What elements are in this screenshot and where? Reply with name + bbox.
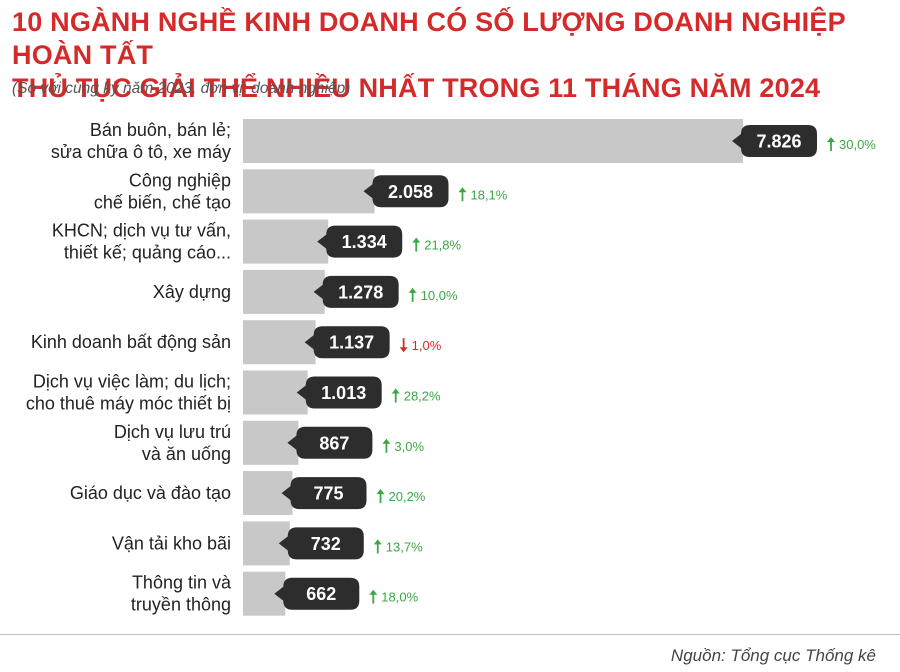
change-arrow-part — [376, 489, 385, 495]
category-label: Dịch vụ lưu trú và ăn uống — [114, 422, 231, 464]
value-label: 1.334 — [342, 232, 387, 252]
value-label-bubble — [281, 477, 367, 510]
change-arrow-part — [369, 589, 378, 595]
value-label-bubble — [732, 125, 817, 157]
footer-divider — [0, 634, 900, 635]
change-percent: 13,7% — [386, 539, 423, 554]
up-arrow-icon — [369, 589, 378, 604]
category-label: Dịch vụ việc làm; du lịch; cho thuê máy m… — [26, 372, 231, 414]
category-label: Giáo dục và đào tạo — [70, 483, 231, 503]
change-percent: 28,2% — [404, 389, 441, 404]
value-label-bubble — [278, 527, 364, 560]
chart-subtitle: (So với cùng kỳ năm 2023, đơn vị: doanh … — [12, 80, 351, 97]
category-label-line: Công nghiệp — [129, 170, 231, 190]
change-arrow-part — [373, 539, 382, 545]
category-label: Bán buôn, bán lẻ; sửa chữa ô tô, xe máy — [51, 120, 231, 162]
change-percent: 20,2% — [389, 489, 426, 504]
chart-title: 10 NGÀNH NGHỀ KINH DOANH CÓ SỐ LƯỢNG DOA… — [12, 6, 892, 105]
up-arrow-icon — [382, 438, 391, 453]
category-label-line: Vận tải kho bãi — [112, 533, 231, 553]
change-percent: 18,0% — [381, 590, 418, 605]
change-arrow-part — [399, 347, 408, 353]
up-arrow-icon — [376, 489, 385, 504]
category-label: Công nghiệp chế biến, chế tạo — [94, 170, 231, 212]
category-label-line: Thông tin và — [132, 573, 232, 593]
change-arrow-part — [391, 388, 400, 394]
bar — [243, 119, 743, 163]
value-label: 775 — [313, 484, 343, 504]
up-arrow-icon — [827, 137, 835, 151]
category-label-line: Kinh doanh bất động sản — [31, 332, 231, 352]
change-percent: 30,0% — [839, 137, 876, 152]
bar-chart: Bán buôn, bán lẻ; sửa chữa ô tô, xe máy 7.… — [26, 119, 876, 616]
category-label-line: cho thuê máy móc thiết bị — [26, 394, 231, 414]
value-label: 732 — [311, 534, 341, 554]
category-label-line: Dịch vụ lưu trú — [114, 422, 231, 442]
category-label-line: Xây dựng — [153, 282, 231, 302]
change-arrow-part — [408, 287, 417, 293]
up-arrow-icon — [458, 187, 467, 202]
change-arrow-part — [412, 237, 421, 243]
down-arrow-icon — [399, 338, 408, 353]
bar — [243, 269, 325, 314]
value-label-bubble — [304, 326, 390, 359]
value-label-bubble — [317, 225, 403, 258]
change-arrow-part — [827, 137, 835, 142]
category-label: Vận tải kho bãi — [112, 533, 231, 553]
bar — [243, 169, 375, 214]
up-arrow-icon — [373, 539, 382, 554]
up-arrow-icon — [412, 237, 421, 252]
chart-title-line-1: 10 NGÀNH NGHỀ KINH DOANH CÓ SỐ LƯỢNG DOA… — [12, 7, 846, 70]
value-label-bubble — [363, 175, 449, 208]
value-label: 7.826 — [756, 132, 801, 152]
change-percent: 1,0% — [412, 338, 442, 353]
bar — [243, 219, 329, 264]
up-arrow-icon — [408, 287, 417, 302]
category-label: Kinh doanh bất động sản — [31, 332, 231, 352]
chart-title-line-2: THỦ TỤC GIẢI THỂ NHIỀU NHẤT TRONG 11 THÁ… — [12, 73, 821, 103]
change-percent: 10,0% — [421, 288, 458, 303]
value-label: 1.137 — [329, 333, 374, 353]
source-note: Nguồn: Tổng cục Thống kê — [670, 646, 876, 665]
category-label: Thông tin và truyền thông — [131, 573, 232, 615]
category-label: KHCN; dịch vụ tư vấn, thiết kế; quảng cáo… — [52, 221, 231, 263]
value-label-bubble — [287, 426, 373, 459]
value-label-bubble — [274, 577, 360, 610]
category-label-line: Giáo dục và đào tạo — [70, 483, 231, 503]
category-label: Xây dựng — [153, 282, 231, 302]
category-label-line: Bán buôn, bán lẻ; — [90, 120, 231, 140]
value-label: 662 — [306, 584, 336, 604]
change-arrow-part — [458, 187, 467, 193]
category-label-line: Dịch vụ việc làm; du lịch; — [33, 372, 231, 392]
category-label-line: thiết kế; quảng cáo... — [64, 243, 231, 263]
value-label: 1.013 — [321, 383, 366, 403]
value-label: 2.058 — [388, 182, 433, 202]
category-label-line: sửa chữa ô tô, xe máy — [51, 142, 231, 162]
category-label-line: KHCN; dịch vụ tư vấn, — [52, 221, 231, 241]
value-label: 867 — [319, 433, 349, 453]
value-label: 1.278 — [338, 282, 383, 302]
change-percent: 21,8% — [424, 238, 461, 253]
change-percent: 3,0% — [394, 439, 424, 454]
value-label-bubble — [296, 376, 382, 409]
value-label-bubble — [313, 275, 399, 308]
change-percent: 18,1% — [470, 187, 507, 202]
category-label-line: chế biến, chế tạo — [94, 192, 231, 212]
up-arrow-icon — [391, 388, 400, 403]
change-arrow-part — [382, 438, 391, 444]
category-label-line: và ăn uống — [142, 444, 231, 464]
bar — [243, 320, 316, 365]
category-label-line: truyền thông — [131, 595, 231, 615]
